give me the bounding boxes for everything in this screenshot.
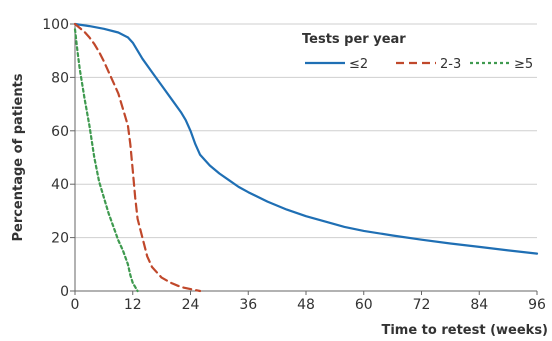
x-axis-label: Time to retest (weeks) [381,323,548,338]
x-tick-label: 96 [528,297,546,313]
legend-title: Tests per year [302,32,406,47]
series-lines [73,22,539,293]
legend-label-3: ≥5 [514,57,533,72]
x-tick-label: 84 [470,297,488,313]
y-axis-label: Percentage of patients [11,73,26,241]
x-ticks: 0 12 24 36 48 60 72 84 96 [71,291,546,313]
y-tick-label: 0 [60,284,69,300]
legend-label-1: ≤2 [349,57,368,72]
legend: Tests per year ≤2 2-3 ≥5 [302,32,533,72]
series-line-3 [73,28,139,293]
x-tick-label: 12 [124,297,142,313]
legend-label-2: 2-3 [440,57,461,72]
grid [75,23,537,239]
y-tick-label: 20 [51,231,69,247]
x-tick-label: 24 [182,297,200,313]
y-tick-label: 80 [51,70,69,86]
y-tick-label: 40 [51,177,69,193]
x-tick-label: 48 [297,297,315,313]
y-tick-label: 100 [42,17,69,33]
y-tick-label: 60 [51,124,69,140]
series-line-1 [73,22,539,255]
x-tick-label: 0 [71,297,80,313]
legend-entries: ≤2 2-3 ≥5 [305,57,533,72]
y-ticks: 0 20 40 60 80 100 [42,17,75,300]
x-tick-label: 36 [239,297,257,313]
x-tick-label: 72 [413,297,431,313]
x-tick-label: 60 [355,297,373,313]
series-line-2 [73,22,202,293]
